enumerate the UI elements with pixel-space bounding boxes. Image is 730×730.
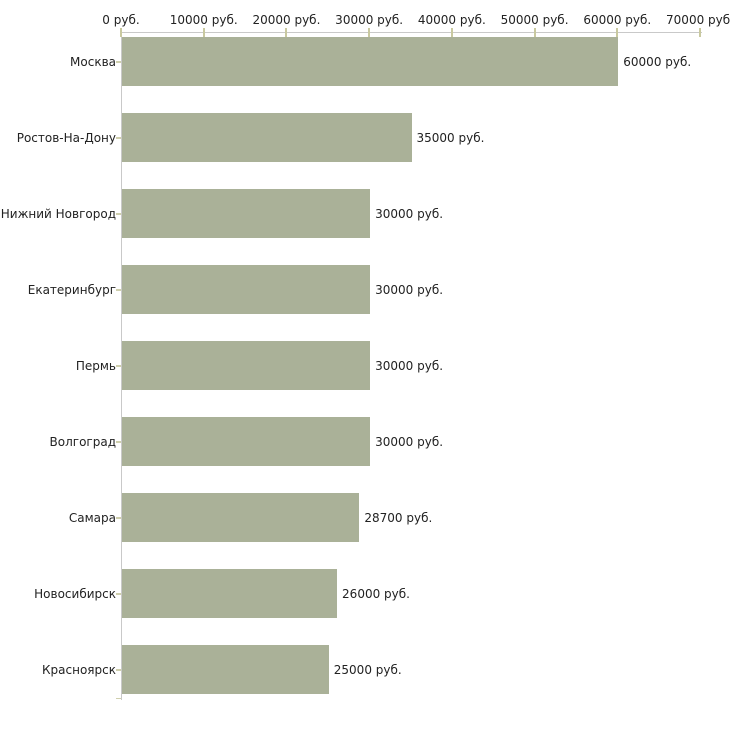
- x-axis-tick-label: 50000 руб.: [500, 13, 569, 27]
- x-axis-tick: [120, 28, 122, 37]
- category-tick: [116, 516, 121, 519]
- bar-2: [122, 113, 412, 162]
- value-label: 25000 руб.: [333, 662, 402, 677]
- category-label: Екатеринбург: [27, 282, 116, 297]
- category-label: Красноярск: [42, 662, 116, 677]
- category-label: Москва: [70, 54, 116, 69]
- category-tick: [116, 592, 121, 595]
- x-axis-tick-label: 30000 руб.: [335, 13, 404, 27]
- value-label: 26000 руб.: [342, 586, 410, 601]
- y-axis-end-tick: [116, 698, 121, 699]
- category-tick: [116, 668, 121, 671]
- value-label: 28700 руб.: [364, 510, 433, 525]
- category-tick: [116, 136, 121, 139]
- category-tick: [116, 440, 121, 443]
- category-label: Нижний Новгород: [0, 206, 116, 221]
- x-axis-tick: [533, 28, 536, 37]
- y-axis-line: [121, 32, 122, 700]
- value-label: 30000 руб.: [375, 358, 444, 373]
- value-label: 30000 руб.: [375, 206, 444, 221]
- x-axis-line: [121, 32, 702, 33]
- x-axis-tick-label: 20000 руб.: [252, 13, 321, 27]
- x-axis-tick-label: 70000 руб.: [666, 13, 730, 27]
- value-label: 30000 руб.: [375, 282, 444, 297]
- category-label: Волгоград: [49, 434, 116, 449]
- bar-1: [122, 37, 619, 86]
- x-axis-tick: [285, 28, 288, 37]
- value-label: 60000 руб.: [623, 54, 692, 69]
- category-label: Новосибирск: [34, 586, 116, 601]
- category-tick: [116, 60, 121, 63]
- x-axis-tick-label: 0 руб.: [102, 13, 140, 27]
- bar-3: [122, 189, 371, 238]
- bar-4: [122, 265, 371, 314]
- bar-8: [122, 569, 338, 618]
- value-label: 30000 руб.: [375, 434, 444, 449]
- x-axis-tick: [616, 28, 619, 37]
- x-axis-tick-label: 10000 руб.: [169, 13, 238, 27]
- x-axis-tick-label: 60000 руб.: [583, 13, 652, 27]
- bar-5: [122, 341, 371, 390]
- category-label: Самара: [68, 510, 116, 525]
- category-tick: [116, 288, 121, 291]
- category-tick: [116, 364, 121, 367]
- value-label: 35000 руб.: [416, 130, 485, 145]
- category-label: Ростов-На-Дону: [16, 130, 116, 145]
- bar-9: [122, 645, 329, 694]
- category-label: Пермь: [75, 358, 116, 373]
- x-axis-tick: [202, 28, 205, 37]
- x-axis-tick: [699, 28, 701, 37]
- x-axis-tick: [450, 28, 453, 37]
- bar-6: [122, 417, 371, 466]
- bar-7: [122, 493, 360, 542]
- category-tick: [116, 212, 121, 215]
- x-axis-tick: [368, 28, 371, 37]
- x-axis-tick-label: 40000 руб.: [417, 13, 486, 27]
